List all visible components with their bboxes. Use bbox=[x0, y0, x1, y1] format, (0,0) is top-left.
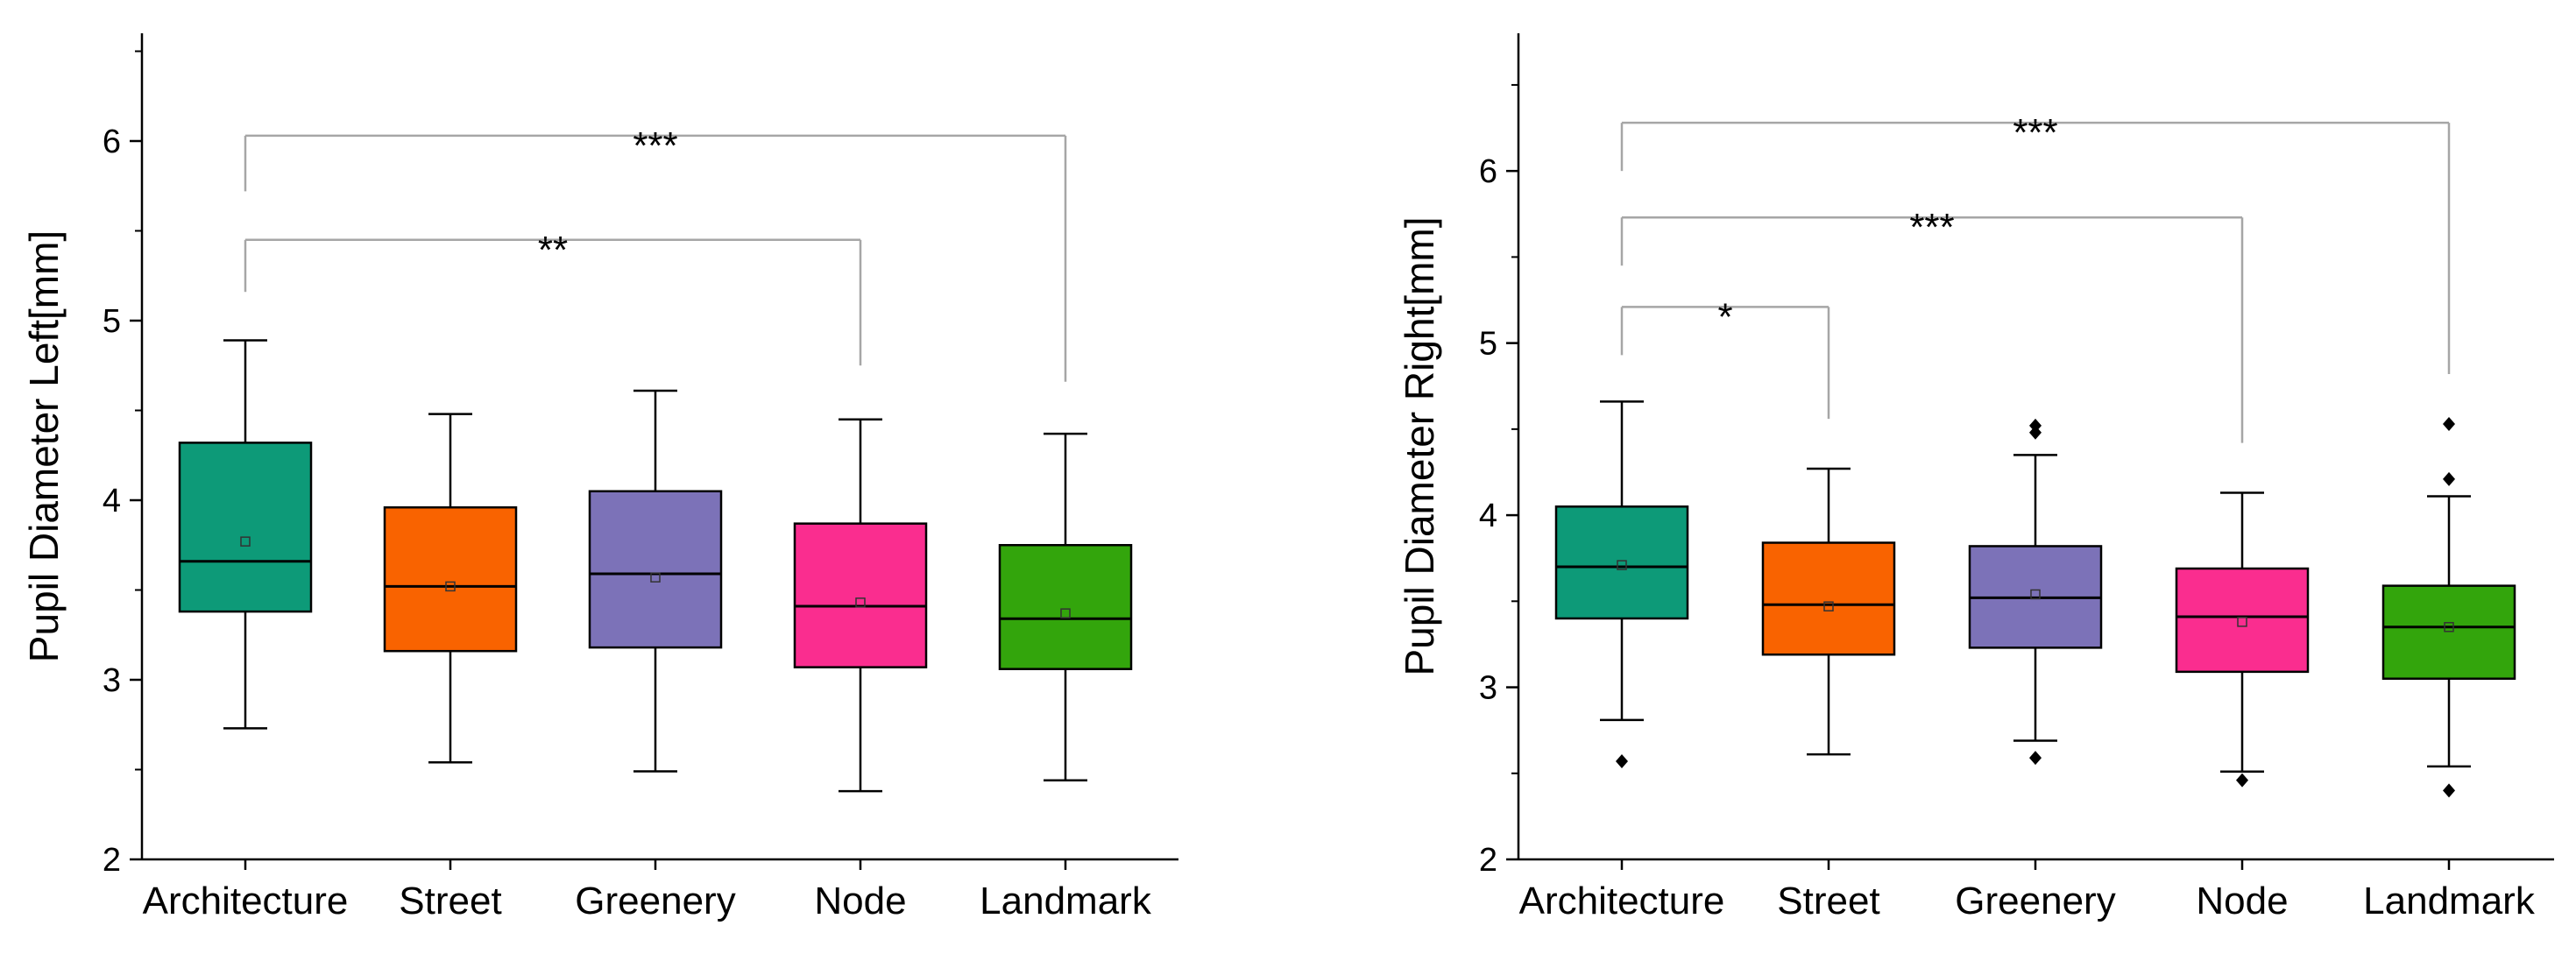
x-category-label: Architecture bbox=[1519, 880, 1725, 922]
y-tick-label: 3 bbox=[103, 662, 121, 699]
y-tick-label: 6 bbox=[1479, 153, 1497, 190]
left-chart-panel: 2 3 4 5 6 Pupil Diameter Left[mm] Architecture… bbox=[21, 33, 1178, 922]
x-category-label: Greenery bbox=[1955, 880, 2115, 922]
box-iqr bbox=[793, 522, 928, 668]
mean-marker bbox=[445, 581, 456, 592]
mean-marker bbox=[2444, 622, 2454, 632]
y-axis-title: Pupil Diameter Right[mm] bbox=[1397, 216, 1442, 675]
mean-marker bbox=[1823, 601, 1834, 611]
mean-marker bbox=[1060, 608, 1071, 618]
mean-marker bbox=[855, 597, 866, 608]
box-iqr bbox=[998, 544, 1133, 670]
box-iqr bbox=[1761, 541, 1896, 656]
mean-marker bbox=[2030, 589, 2041, 600]
mean-marker bbox=[1617, 560, 1627, 570]
x-category-label: Landmark bbox=[2363, 880, 2536, 922]
mean-marker bbox=[240, 536, 251, 547]
y-tick-label: 2 bbox=[103, 842, 121, 879]
x-category-label: Node bbox=[814, 880, 906, 922]
outlier-point bbox=[2443, 783, 2455, 798]
significance-label: *** bbox=[2013, 111, 2057, 154]
box-iqr bbox=[383, 505, 518, 653]
y-axis-title: Pupil Diameter Left[mm] bbox=[21, 230, 67, 662]
box-iqr bbox=[2175, 567, 2310, 674]
mean-marker bbox=[2237, 617, 2247, 627]
box-iqr bbox=[1554, 505, 1689, 620]
outlier-point bbox=[2236, 773, 2248, 788]
significance-label: *** bbox=[1909, 206, 1954, 249]
y-tick-label: 2 bbox=[1479, 842, 1497, 879]
box-iqr bbox=[588, 490, 723, 649]
box-iqr bbox=[178, 442, 313, 613]
significance-label: ** bbox=[538, 229, 568, 272]
outlier-point bbox=[2443, 471, 2455, 486]
y-tick-label: 3 bbox=[1479, 670, 1497, 707]
x-category-label: Landmark bbox=[980, 880, 1152, 922]
outlier-point bbox=[2443, 416, 2455, 431]
outlier-point bbox=[1616, 754, 1628, 769]
right-chart-panel: 2 3 4 5 6 Pupil Diameter Right[mm] Architectur… bbox=[1397, 33, 2554, 922]
y-tick-label: 4 bbox=[1479, 498, 1497, 534]
x-category-label: Street bbox=[399, 880, 501, 922]
y-tick-label: 6 bbox=[103, 124, 121, 160]
x-category-label: Architecture bbox=[143, 880, 349, 922]
x-category-label: Street bbox=[1777, 880, 1879, 922]
mean-marker bbox=[650, 572, 661, 583]
outlier-point bbox=[2029, 751, 2042, 766]
y-tick-label: 5 bbox=[103, 303, 121, 340]
outlier-point bbox=[2029, 418, 2042, 433]
x-category-label: Greenery bbox=[575, 880, 735, 922]
x-category-label: Node bbox=[2196, 880, 2288, 922]
box-iqr bbox=[2381, 584, 2516, 680]
y-tick-label: 4 bbox=[103, 483, 121, 519]
significance-label: * bbox=[1717, 295, 1732, 338]
y-tick-label: 5 bbox=[1479, 326, 1497, 363]
significance-label: *** bbox=[633, 124, 677, 167]
